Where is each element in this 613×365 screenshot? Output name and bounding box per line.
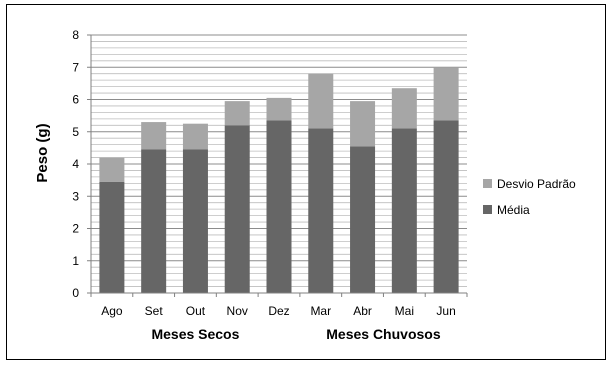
bar-desvio-set — [141, 122, 167, 150]
x-tick-label: Ago — [101, 304, 123, 318]
x-tick-label: Mai — [395, 304, 414, 318]
legend-swatch — [483, 205, 492, 214]
bar-desvio-jun — [433, 67, 459, 121]
bar-desvio-out — [182, 123, 208, 150]
y-axis-label: Peso (g) — [34, 123, 51, 182]
y-tick-label: 1 — [72, 254, 79, 268]
y-tick-label: 5 — [72, 125, 79, 139]
y-tick-label: 8 — [72, 28, 79, 42]
y-tick-label: 7 — [72, 60, 79, 74]
y-tick-label: 4 — [72, 157, 79, 171]
stacked-bar-chart: 0 1 2 3 4 5 6 7 8 Ago Set Out Nov Dez Mar Abr Mai Jun Pe… — [34, 28, 576, 342]
x-tick-label: Nov — [227, 304, 248, 318]
x-tick-label: Jun — [436, 304, 455, 318]
axes — [87, 34, 468, 297]
bar-media-nov — [224, 125, 250, 293]
x-tick-labels: Ago Set Out Nov Dez Mar Abr Mai Jun — [101, 304, 456, 318]
group-label: Meses Chuvosos — [326, 326, 441, 342]
x-tick-label: Set — [145, 304, 164, 318]
y-tick-labels: 0 1 2 3 4 5 6 7 8 — [72, 28, 79, 300]
y-tick-label: 6 — [72, 93, 79, 107]
bar-desvio-abr — [350, 101, 376, 147]
x-tick-label: Out — [186, 304, 206, 318]
legend-label: Média — [497, 203, 530, 217]
chart-frame: 0 1 2 3 4 5 6 7 8 Ago Set Out Nov Dez Mar Abr Mai Jun Pe… — [6, 4, 606, 360]
bar-desvio-mai — [391, 88, 417, 129]
bar-desvio-mar — [308, 73, 334, 129]
bar-desvio-dez — [266, 97, 292, 121]
bars — [99, 67, 459, 294]
bar-media-ago — [99, 181, 125, 293]
x-tick-label: Dez — [268, 304, 289, 318]
bar-media-jun — [433, 120, 459, 294]
bar-media-abr — [350, 146, 376, 293]
bar-desvio-nov — [224, 101, 250, 126]
bar-media-mar — [308, 128, 334, 293]
group-labels: Meses Secos Meses Chuvosos — [151, 326, 440, 342]
group-label: Meses Secos — [151, 326, 239, 342]
bar-media-mai — [391, 128, 417, 293]
legend-label: Desvio Padrão — [497, 177, 576, 191]
x-tick-label: Abr — [353, 304, 372, 318]
bar-media-out — [182, 149, 208, 293]
legend: Desvio Padrão Média — [483, 177, 576, 217]
x-tick-label: Mar — [310, 304, 331, 318]
bar-media-dez — [266, 120, 292, 294]
y-tick-label: 0 — [72, 286, 79, 300]
y-tick-label: 2 — [72, 222, 79, 236]
y-tick-label: 3 — [72, 189, 79, 203]
bar-media-set — [141, 149, 167, 293]
legend-swatch — [483, 179, 492, 188]
bar-desvio-ago — [99, 157, 125, 182]
